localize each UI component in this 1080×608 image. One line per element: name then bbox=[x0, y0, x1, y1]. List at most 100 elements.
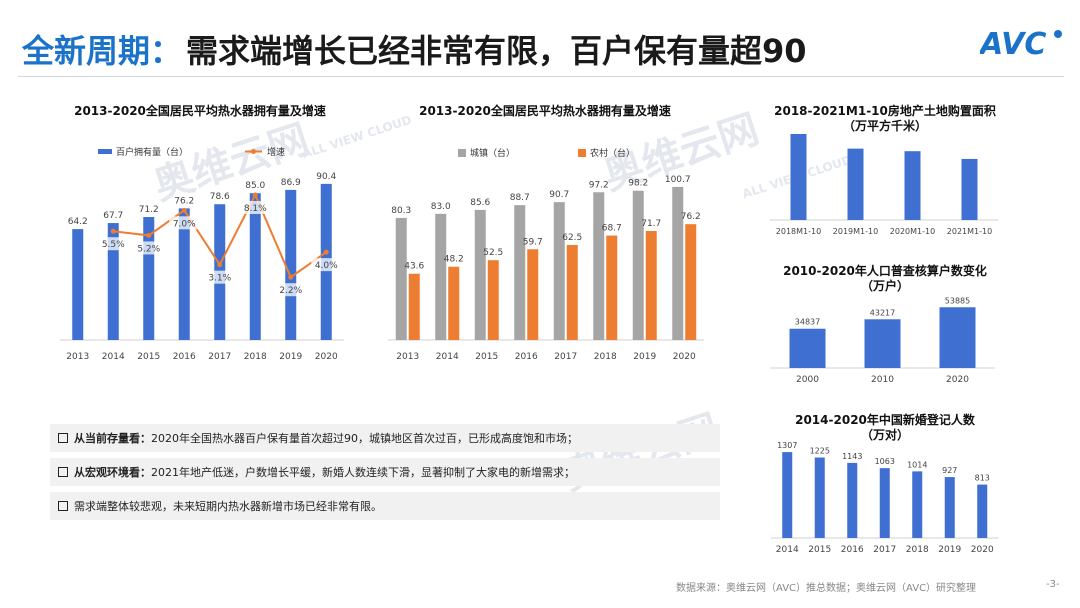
checkbox-icon bbox=[58, 433, 68, 443]
bar bbox=[912, 471, 923, 538]
x-tick-label: 2015 bbox=[808, 545, 831, 555]
bar-rural bbox=[645, 231, 657, 340]
bar-value-label: 53885 bbox=[945, 296, 970, 305]
logo-text: AVC bbox=[980, 27, 1046, 62]
x-tick-label: 2020M1-10 bbox=[890, 227, 935, 236]
bar-urban bbox=[514, 205, 526, 340]
bar-rural-label: 76.2 bbox=[681, 212, 701, 222]
growth-point bbox=[217, 262, 223, 268]
growth-label-bg bbox=[98, 237, 129, 251]
bar-value-label: 34837 bbox=[795, 318, 820, 327]
x-tick-label: 2019 bbox=[938, 545, 961, 555]
bar bbox=[814, 457, 825, 538]
chart1-svg: 百户拥有量（台） 增速 64.2 2013 67.7 2014 71.2 2015 76.2 20… bbox=[60, 146, 344, 362]
bar-rural-label: 48.2 bbox=[444, 255, 464, 265]
bar-urban-label: 80.3 bbox=[391, 206, 411, 216]
bar-rural bbox=[448, 266, 460, 340]
chart3-svg: 2018M1-10 2019M1-10 2020M1-10 2021M1-10 bbox=[770, 134, 998, 236]
bar-rural bbox=[527, 249, 539, 340]
bar bbox=[249, 193, 261, 340]
legend-b-swatch bbox=[578, 149, 586, 157]
bar-value-label: 43217 bbox=[870, 308, 895, 317]
bar-rural-label: 43.6 bbox=[404, 262, 424, 272]
x-tick-label: 2000 bbox=[796, 375, 819, 385]
bar bbox=[879, 468, 890, 538]
x-tick-label: 2020 bbox=[315, 352, 338, 362]
growth-label: 8.1% bbox=[244, 204, 267, 214]
bar bbox=[904, 151, 921, 220]
bar-urban bbox=[395, 217, 407, 340]
bar bbox=[944, 477, 955, 538]
x-tick-label: 2017 bbox=[554, 352, 577, 362]
findings-list: 从当前存量看： 2020年全国热水器百户保有量首次超过90，城镇地区首次过百，已… bbox=[50, 424, 720, 526]
bar bbox=[847, 148, 864, 220]
bar-value-label: 1307 bbox=[777, 441, 797, 450]
checkbox-icon bbox=[58, 501, 68, 511]
growth-label: 2.2% bbox=[279, 286, 302, 296]
growth-point bbox=[181, 207, 187, 213]
bar-value-label: 78.6 bbox=[210, 192, 230, 202]
growth-label-bg bbox=[169, 216, 200, 230]
bar-value-label: 1143 bbox=[842, 452, 862, 461]
source-note: 数据来源：奥维云网（AVC）推总数据；奥维云网（AVC）研究整理 bbox=[676, 583, 977, 594]
checkbox-icon bbox=[58, 467, 68, 477]
bar-urban-label: 98.2 bbox=[628, 179, 648, 189]
growth-label-bg bbox=[275, 283, 306, 297]
bar-value-label: 90.4 bbox=[316, 172, 336, 182]
bar-urban-label: 100.7 bbox=[665, 175, 691, 185]
bar-rural-label: 52.5 bbox=[483, 248, 503, 258]
x-tick-label: 2013 bbox=[396, 352, 419, 362]
finding-item: 从宏观环境看： 2021年地产低迷，户数增长平缓，新婚人数连续下滑，显著抑制了大… bbox=[50, 458, 720, 486]
bar-value-label: 1225 bbox=[810, 447, 830, 456]
bar-urban bbox=[672, 186, 684, 340]
growth-label-bg bbox=[311, 258, 342, 272]
chart1-title: 2013-2020全国居民平均热水器拥有量及增速 bbox=[74, 104, 326, 118]
x-tick-label: 2019M1-10 bbox=[833, 227, 878, 236]
bar bbox=[143, 217, 155, 340]
bar-rural-label: 68.7 bbox=[602, 224, 622, 234]
x-tick-label: 2019 bbox=[279, 352, 302, 362]
growth-label-bg bbox=[240, 201, 271, 214]
bar-rural-label: 71.7 bbox=[641, 219, 661, 229]
bar-value-label: 71.2 bbox=[139, 205, 159, 215]
bar-urban-label: 88.7 bbox=[510, 193, 530, 203]
page-number: -3- bbox=[1046, 579, 1060, 590]
x-tick-label: 2014 bbox=[436, 352, 459, 362]
bar bbox=[864, 319, 901, 368]
bar bbox=[285, 189, 297, 340]
x-tick-label: 2016 bbox=[841, 545, 864, 555]
chart4-title-line2: （万户） bbox=[860, 279, 909, 293]
x-tick-label: 2016 bbox=[515, 352, 538, 362]
growth-point bbox=[146, 232, 152, 238]
bar bbox=[789, 328, 826, 368]
chart2-svg: 城镇（台） 农村（台） 80.3 43.6 2013 83.0 48.2 2014 85.6 52… bbox=[388, 147, 704, 362]
legend-line-marker bbox=[251, 149, 256, 154]
bar-value-label: 67.7 bbox=[103, 211, 123, 221]
bar-rural bbox=[685, 224, 697, 340]
bar bbox=[178, 208, 190, 340]
chart5-title-line2: （万对） bbox=[860, 428, 909, 442]
x-tick-label: 2016 bbox=[173, 352, 196, 362]
x-tick-label: 2021M1-10 bbox=[947, 227, 992, 236]
legend-a-label: 城镇（台） bbox=[470, 147, 515, 159]
growth-point bbox=[323, 249, 329, 255]
x-tick-label: 2018 bbox=[594, 352, 617, 362]
bar-urban bbox=[474, 209, 486, 340]
growth-label-bg bbox=[204, 270, 235, 284]
finding-lead: 从当前存量看： bbox=[74, 432, 151, 445]
bar bbox=[977, 484, 988, 538]
finding-text: 2020年全国热水器百户保有量首次超过90，城镇地区首次过百，已形成高度饱和市场… bbox=[151, 432, 578, 445]
bar-value-label: 927 bbox=[942, 466, 957, 475]
growth-point bbox=[110, 228, 116, 234]
growth-label: 4.0% bbox=[315, 261, 338, 271]
bar-urban-label: 85.6 bbox=[470, 198, 490, 208]
legend-a-swatch bbox=[458, 149, 466, 157]
bar-urban bbox=[553, 202, 565, 340]
chart3-title-line1: 2018-2021M1-10房地产土地购置面积 bbox=[774, 104, 996, 118]
bar-urban bbox=[632, 190, 644, 340]
x-tick-label: 2018 bbox=[244, 352, 267, 362]
growth-label: 7.0% bbox=[173, 219, 196, 229]
bar bbox=[847, 462, 858, 538]
chart5-title: 2014-2020年中国新婚登记人数 （万对） bbox=[765, 413, 1005, 443]
page-title: 需求端增长已经非常有限，百户保有量超90 bbox=[186, 32, 807, 70]
